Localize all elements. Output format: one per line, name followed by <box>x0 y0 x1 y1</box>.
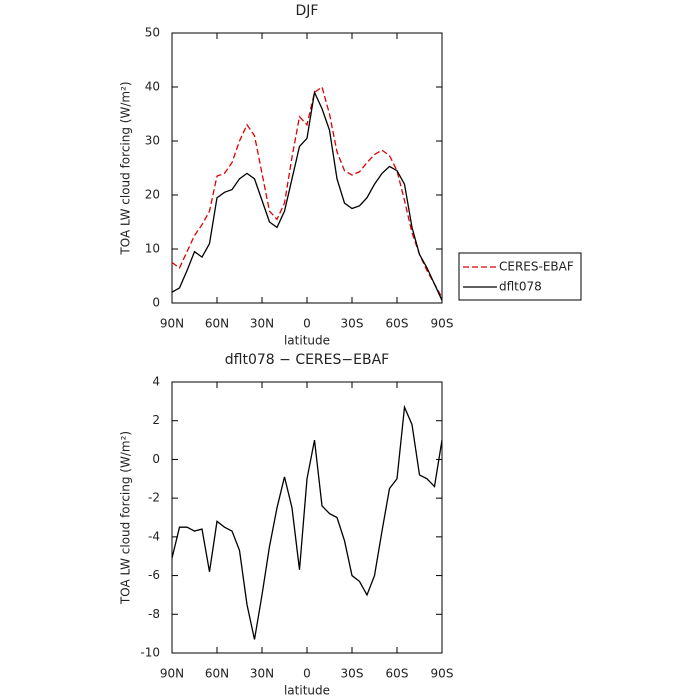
x-tick-label: 30N <box>250 317 274 331</box>
y-axis-label: TOA LW cloud forcing (W/m²) <box>119 81 133 255</box>
x-tick-label: 30S <box>341 317 364 331</box>
data-line <box>171 85 443 298</box>
y-tick-label: 20 <box>145 188 160 202</box>
x-tick-label: 0 <box>303 317 311 331</box>
x-tick-label: 30N <box>250 667 274 681</box>
y-tick-label: -4 <box>148 529 160 543</box>
chart-title: dflt078 − CERES−EBAF <box>225 352 389 368</box>
y-tick-label: 0 <box>152 452 160 466</box>
y-tick-label: 0 <box>152 296 160 310</box>
legend-label: CERES-EBAF <box>499 260 574 274</box>
y-tick-label: 50 <box>145 26 160 40</box>
x-tick-label: 90N <box>160 667 184 681</box>
legend-box <box>458 252 582 301</box>
y-tick-label: -10 <box>140 646 160 660</box>
x-tick-label: 30S <box>341 667 364 681</box>
x-axis-label: latitude <box>284 684 330 698</box>
x-tick-label: 0 <box>303 667 311 681</box>
y-tick-label: -8 <box>148 607 160 621</box>
x-tick-label: 90S <box>431 667 454 681</box>
x-tick-label: 60N <box>205 667 229 681</box>
x-tick-label: 90S <box>431 317 454 331</box>
x-tick-label: 60S <box>386 317 409 331</box>
y-tick-label: 10 <box>145 242 160 256</box>
y-tick-label: -6 <box>148 568 160 582</box>
x-tick-label: 90N <box>160 317 184 331</box>
y-tick-label: 4 <box>152 375 160 389</box>
plot-frame <box>171 32 443 304</box>
y-tick-label: 40 <box>145 80 160 94</box>
y-tick-label: 30 <box>145 134 160 148</box>
x-tick-label: 60S <box>386 667 409 681</box>
x-tick-label: 60N <box>205 317 229 331</box>
legend-label: dflt078 <box>499 280 542 294</box>
plot-frame <box>171 381 443 654</box>
y-tick-label: -2 <box>148 491 160 505</box>
x-axis-label: latitude <box>284 334 330 348</box>
data-line <box>171 404 443 640</box>
data-line <box>171 90 443 301</box>
chart-title: DJF <box>296 3 319 19</box>
y-tick-label: 2 <box>152 413 160 427</box>
y-axis-label: TOA LW cloud forcing (W/m²) <box>119 431 133 605</box>
